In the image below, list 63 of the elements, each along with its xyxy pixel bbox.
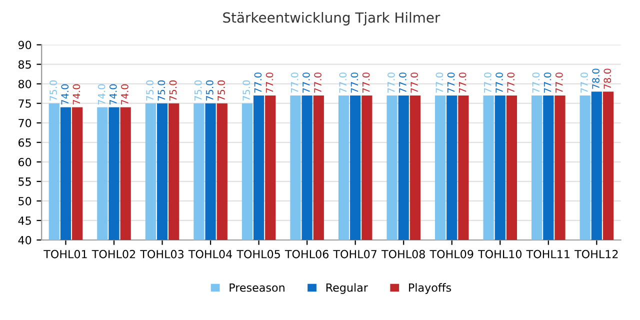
data-label: 75.0 — [146, 80, 154, 101]
data-label: 77.0 — [399, 72, 406, 93]
legend-label: Regular — [326, 283, 368, 294]
data-label: 75.0 — [206, 80, 214, 101]
chart-title: Stärkeentwicklung Tjark Hilmer — [223, 12, 440, 26]
data-label: 77.0 — [339, 72, 347, 93]
data-label: 77.0 — [532, 72, 540, 93]
x-tick-label: TOHL06 — [284, 250, 328, 258]
data-label: 77.0 — [254, 72, 262, 93]
y-tick-label: 85 — [18, 60, 31, 69]
x-tick-label: TOHL01 — [44, 250, 87, 258]
data-label: 77.0 — [555, 72, 563, 93]
data-label: 77.0 — [580, 72, 588, 93]
data-label: 74.0 — [98, 84, 106, 105]
x-tick-label: TOHL02 — [92, 250, 135, 258]
x-tick-label: TOHL04 — [188, 250, 232, 258]
x-tick-label: TOHL03 — [140, 250, 184, 258]
data-label: 74.0 — [72, 84, 80, 105]
y-tick-label: 90 — [18, 40, 32, 50]
y-tick-label: 65 — [18, 138, 31, 147]
data-label: 77.0 — [302, 72, 310, 93]
x-tick-label: TOHL05 — [236, 250, 280, 258]
y-tick-label: 60 — [18, 158, 32, 166]
data-label: 75.0 — [50, 80, 57, 101]
data-label: 75.0 — [158, 80, 166, 101]
x-tick-label: TOHL08 — [381, 250, 425, 258]
x-tick-label: TOHL12 — [574, 250, 618, 258]
x-tick-label: TOHL10 — [478, 250, 522, 258]
data-label: 77.0 — [436, 72, 444, 93]
x-tick-label: TOHL11 — [526, 250, 570, 258]
y-tick-label: 80 — [18, 80, 32, 88]
data-label: 77.0 — [290, 72, 298, 93]
y-tick-label: 45 — [18, 216, 31, 225]
data-label: 77.0 — [410, 72, 418, 93]
x-tick-label: TOHL09 — [430, 250, 474, 258]
data-label: 77.0 — [544, 72, 552, 93]
data-label: 75.0 — [194, 80, 202, 101]
data-label: 77.0 — [266, 72, 274, 93]
data-label: 75.0 — [242, 80, 250, 101]
data-label: 77.0 — [458, 72, 466, 93]
y-tick-label: 75 — [18, 99, 31, 108]
y-tick-label: 55 — [18, 178, 31, 186]
data-label: 77.0 — [496, 72, 503, 93]
data-label: 77.0 — [484, 72, 492, 93]
legend-label: Preseason — [230, 284, 284, 292]
y-tick-label: 50 — [18, 196, 32, 206]
data-label: 74.0 — [61, 84, 69, 105]
data-label: 77.0 — [507, 72, 515, 93]
y-tick-label: 40 — [18, 236, 32, 244]
x-tick-label: TOHL07 — [333, 250, 376, 258]
data-label: 78.0 — [592, 68, 600, 89]
data-label: 78.0 — [604, 68, 612, 89]
data-label: 75.0 — [218, 80, 225, 101]
data-label: 77.0 — [314, 72, 322, 93]
data-label: 77.0 — [350, 72, 358, 93]
data-label: 77.0 — [447, 72, 455, 93]
legend-label: Playoffs — [409, 283, 452, 294]
data-label: 77.0 — [362, 72, 370, 93]
data-label: 74.0 — [121, 84, 128, 105]
data-label: 75.0 — [169, 80, 177, 101]
y-tick-label: 70 — [18, 118, 32, 128]
data-label: 74.0 — [109, 84, 117, 105]
data-label: 77.0 — [387, 72, 395, 93]
